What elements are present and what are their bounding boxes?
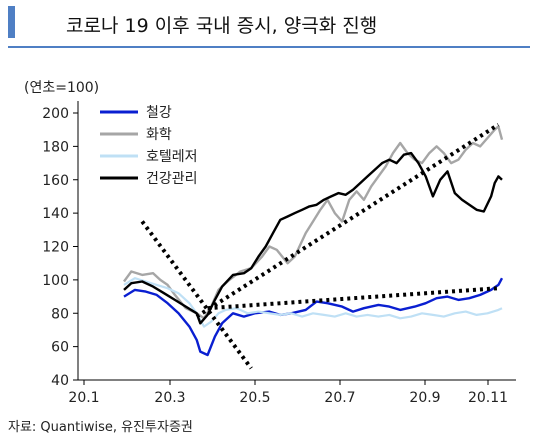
y-tick-label: 160	[42, 173, 69, 189]
x-tick-label: 20.5	[239, 390, 270, 406]
title-accent-bar	[8, 6, 15, 38]
y-tick-label: 140	[42, 206, 69, 222]
series-line-3	[123, 277, 503, 328]
legend-label-2: 화학	[146, 127, 172, 143]
x-tick-label: 20.3	[154, 390, 185, 406]
series-line-1	[123, 277, 504, 357]
y-tick-label: 180	[42, 139, 69, 155]
y-tick-label: 100	[42, 273, 69, 289]
chart-title: 코로나 19 이후 국내 증시, 양극화 진행	[66, 15, 378, 37]
series-line-4	[123, 151, 503, 325]
x-tick-label: 20.9	[409, 390, 440, 406]
legend-label-3: 호텔레저	[146, 149, 198, 165]
y-tick-label: 60	[51, 340, 69, 356]
x-tick-label: 20.1	[68, 390, 99, 406]
trend-line-1	[140, 220, 253, 370]
trend-line-2	[195, 122, 500, 319]
y-tick-label: 200	[42, 106, 69, 122]
y-tick-label: 40	[51, 373, 69, 389]
source-note: 자료: Quantiwise, 유진투자증권	[8, 420, 193, 435]
title-bar: 코로나 19 이후 국내 증시, 양극화 진행	[8, 0, 530, 48]
x-tick-label: 20.11	[468, 390, 508, 406]
title-underline	[8, 46, 530, 48]
y-tick-label: 120	[42, 240, 69, 256]
legend-label-4: 건강관리	[146, 171, 198, 187]
x-tick-label: 20.7	[324, 390, 355, 406]
legend-label-1: 철강	[146, 105, 172, 121]
y-tick-label: 80	[51, 306, 69, 322]
y-axis-label: (연초=100)	[24, 80, 99, 96]
